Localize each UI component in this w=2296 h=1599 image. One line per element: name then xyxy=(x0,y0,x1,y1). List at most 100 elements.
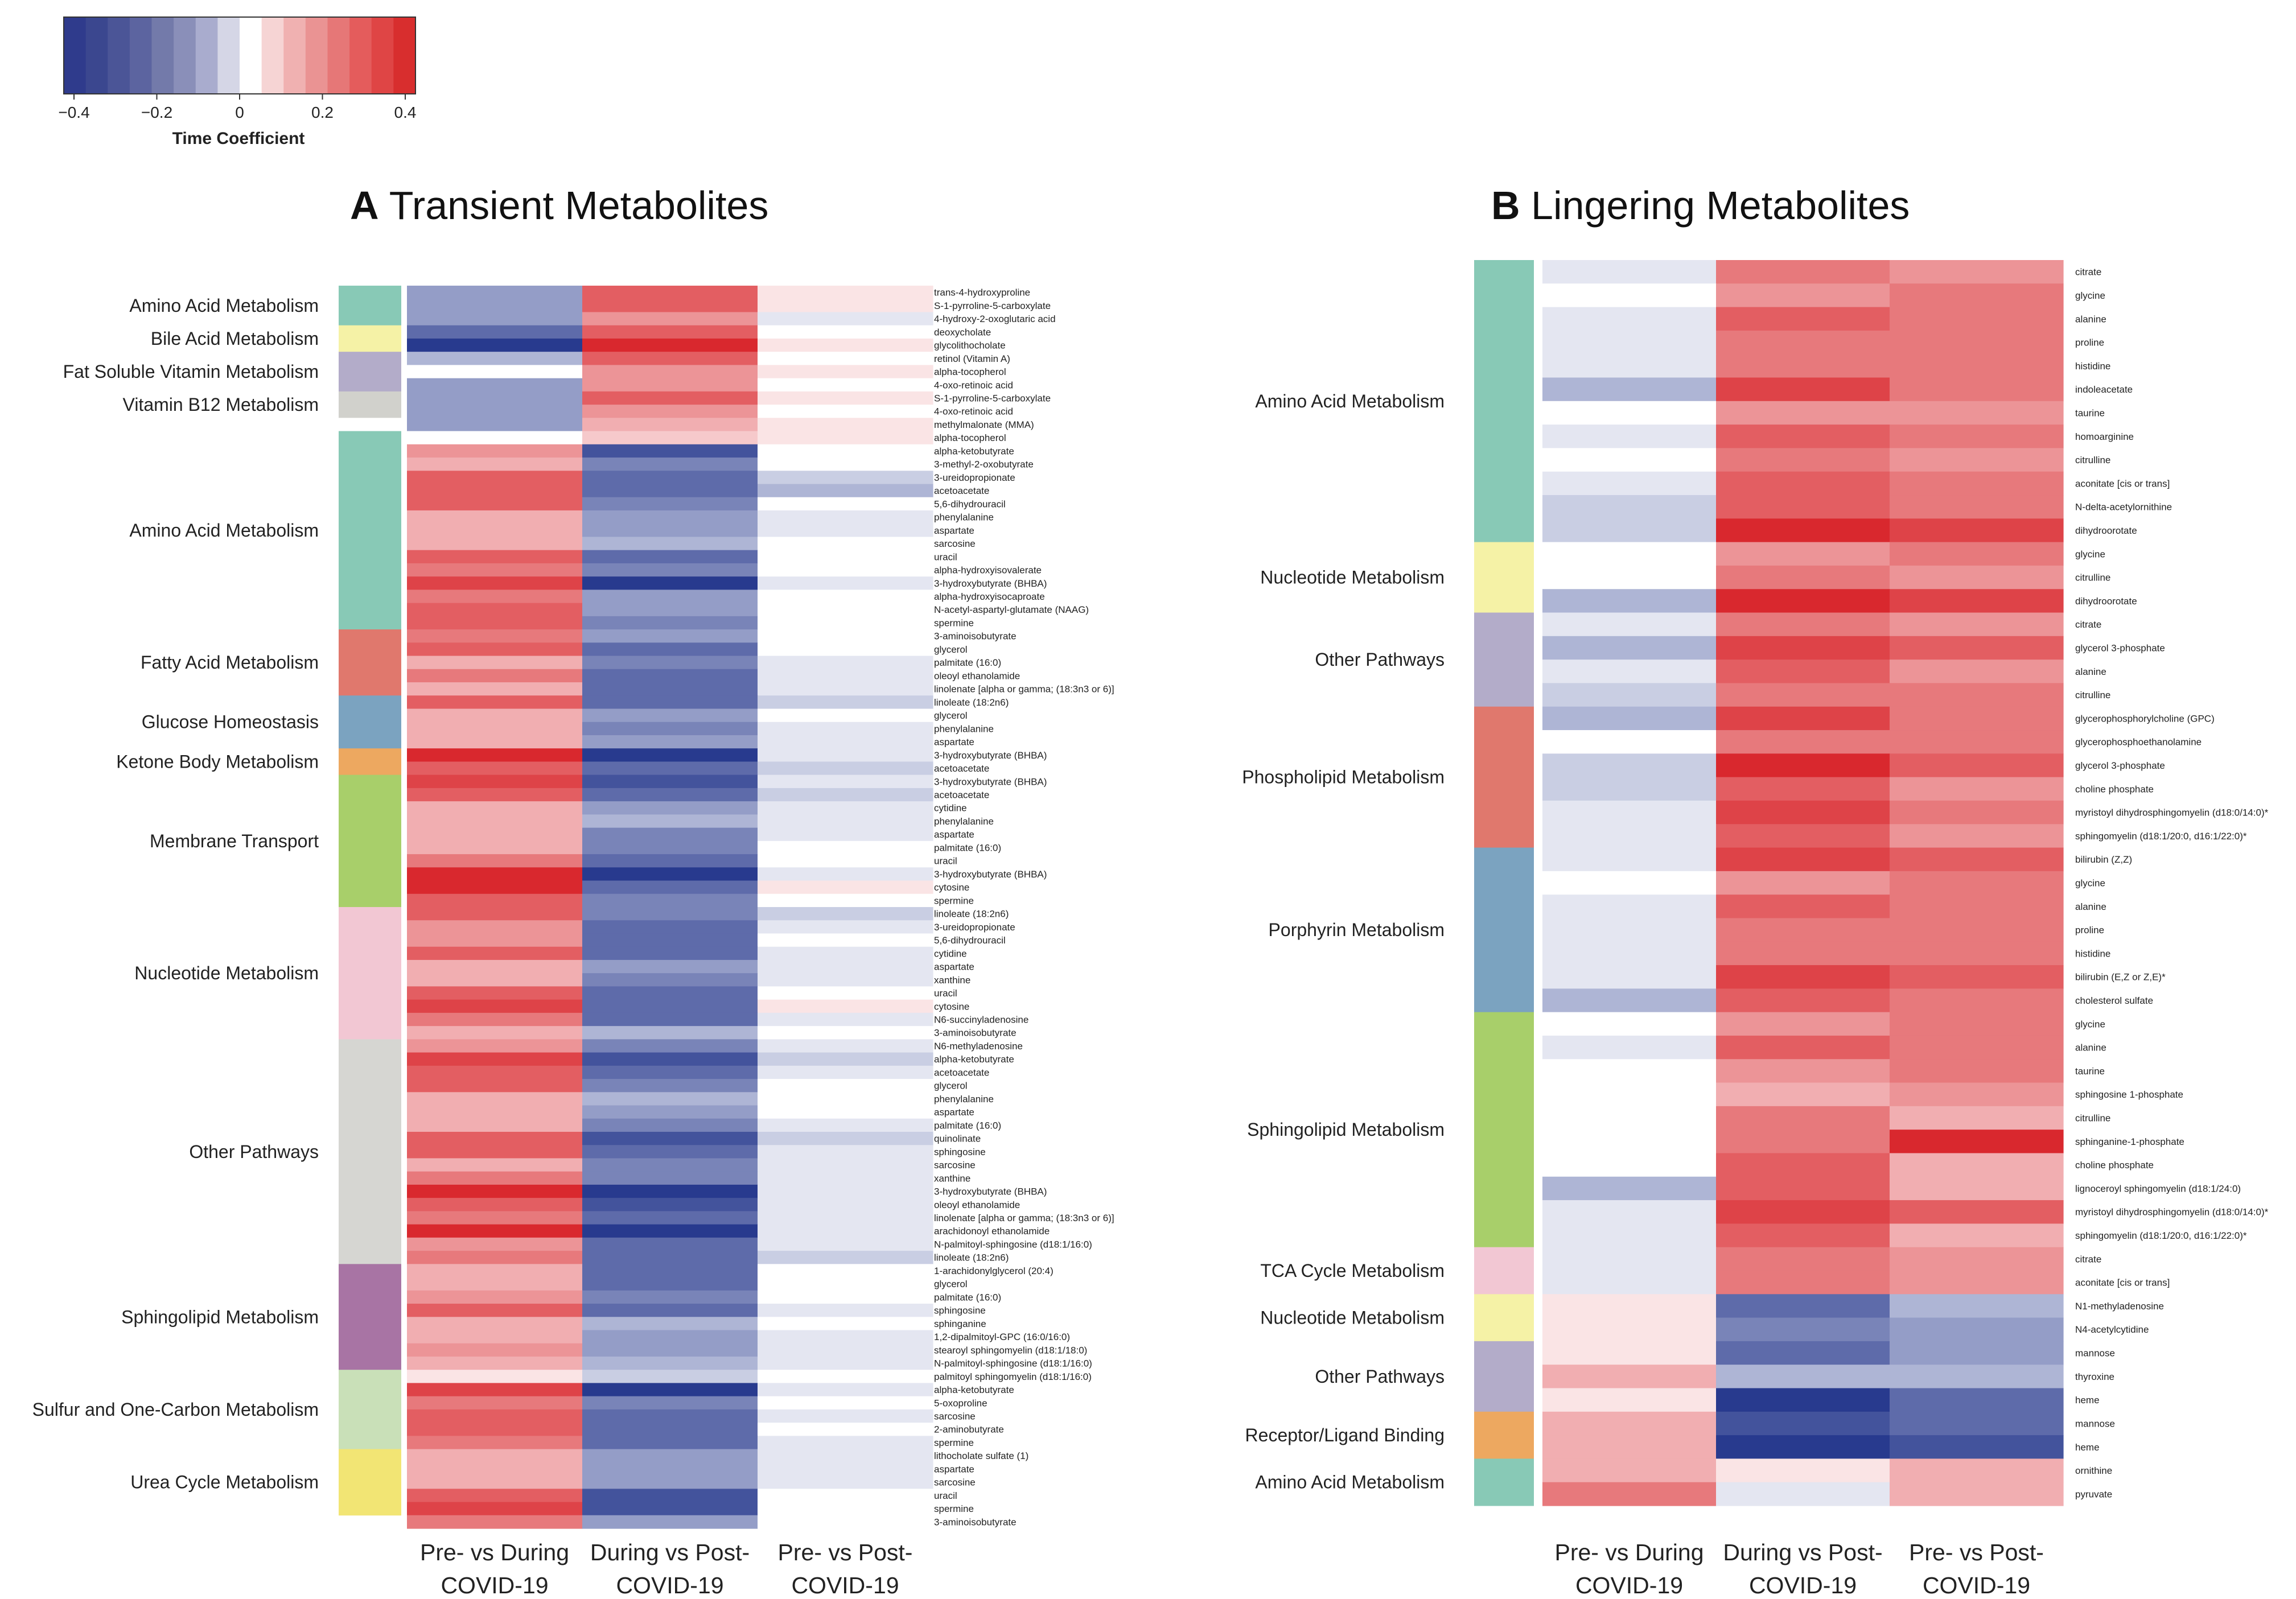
heatmap-cell xyxy=(582,563,758,577)
heatmap-cell xyxy=(758,1012,933,1027)
heatmap-cell xyxy=(407,299,583,313)
heatmap-cell xyxy=(758,405,933,418)
metabolite-label: pyruvate xyxy=(2075,1489,2112,1499)
metabolite-label: sarcosine xyxy=(934,1411,976,1422)
heatmap-cell xyxy=(1716,425,1890,449)
heatmap-cell xyxy=(582,814,758,829)
heatmap-cell xyxy=(582,669,758,683)
heatmap-cell xyxy=(1890,1059,2064,1083)
heatmap-cell xyxy=(1542,1059,1717,1083)
metabolite-label: 5-oxoproline xyxy=(934,1398,987,1408)
metabolite-label: N-acetyl-aspartyl-glutamate (NAAG) xyxy=(934,604,1089,615)
category-color-block xyxy=(339,907,401,1040)
heatmap-cell xyxy=(582,524,758,538)
heatmap-cell xyxy=(1716,354,1890,378)
column-label: Pre- vs During COVID-19 xyxy=(1554,1539,1704,1598)
heatmap-cell xyxy=(582,827,758,842)
metabolite-label: sarcosine xyxy=(934,1477,976,1488)
heatmap-cell xyxy=(582,1370,758,1384)
heatmap-cell xyxy=(758,1237,933,1251)
heatmap-cell xyxy=(758,484,933,498)
metabolite-label: dihydroorotate xyxy=(2075,525,2137,536)
heatmap-cell xyxy=(582,682,758,696)
heatmap-cell xyxy=(1890,1153,2064,1177)
heatmap-cell xyxy=(407,880,583,895)
heatmap-cell xyxy=(1890,1482,2064,1506)
metabolite-label: alanine xyxy=(2075,1042,2106,1053)
heatmap-cell xyxy=(407,365,583,379)
colorbar-swatch xyxy=(305,17,328,94)
metabolite-label: 4-hydroxy-2-oxoglutaric acid xyxy=(934,314,1056,324)
heatmap-cell xyxy=(407,537,583,551)
heatmap-cell xyxy=(582,907,758,921)
heatmap-cell xyxy=(1890,401,2064,425)
heatmap-cell xyxy=(758,431,933,445)
heatmap-cell xyxy=(582,1290,758,1304)
heatmap-cell xyxy=(758,1396,933,1410)
category-label: Bile Acid Metabolism xyxy=(151,328,319,349)
column-label-line: COVID-19 xyxy=(441,1572,548,1598)
heatmap-cell xyxy=(1890,824,2064,848)
metabolite-label: sphingosine xyxy=(934,1147,986,1157)
metabolite-label: sarcosine xyxy=(934,1160,976,1171)
heatmap-cell xyxy=(1890,1106,2064,1130)
heatmap-cell xyxy=(407,1118,583,1132)
heatmap-cell xyxy=(1716,1365,1890,1389)
colorbar-tick-label: −0.4 xyxy=(58,104,89,121)
heatmap-cell xyxy=(1716,307,1890,331)
category-label: Nucleotide Metabolism xyxy=(134,963,319,983)
metabolite-label: 3-aminoisobutyrate xyxy=(934,631,1017,642)
heatmap-cell xyxy=(1716,1176,1890,1201)
heatmap-cell xyxy=(582,722,758,736)
heatmap-cell xyxy=(407,391,583,405)
category-label: Vitamin B12 Metabolism xyxy=(123,394,319,415)
heatmap-cell xyxy=(407,1131,583,1145)
category-label: Urea Cycle Metabolism xyxy=(130,1472,319,1493)
heatmap-cell xyxy=(407,1026,583,1040)
heatmap-cell xyxy=(758,946,933,961)
column-label: Pre- vs Post- COVID-19 xyxy=(778,1539,913,1598)
heatmap-cell xyxy=(1716,1341,1890,1365)
heatmap-cell xyxy=(1542,941,1717,966)
colorbar-swatch xyxy=(151,17,174,94)
panel-title: B Lingering Metabolites xyxy=(1491,183,1910,228)
heatmap-cell xyxy=(582,1171,758,1185)
heatmap-cell xyxy=(1716,871,1890,895)
heatmap-cell xyxy=(758,920,933,934)
heatmap-cell xyxy=(1542,495,1717,519)
heatmap-cell xyxy=(582,893,758,908)
heatmap-cell xyxy=(758,1092,933,1106)
metabolite-label: linoleate (18:2n6) xyxy=(934,1252,1009,1263)
heatmap-cell xyxy=(582,1502,758,1516)
heatmap-cell xyxy=(758,1224,933,1238)
metabolite-label: palmitoyl sphingomyelin (d18:1/16:0) xyxy=(934,1371,1092,1382)
heatmap-cell xyxy=(582,1383,758,1397)
heatmap-cell xyxy=(758,827,933,842)
heatmap-cell xyxy=(758,973,933,987)
metabolite-label: citrulline xyxy=(2075,1113,2110,1124)
heatmap-cell xyxy=(582,1476,758,1489)
heatmap-cell xyxy=(1890,1270,2064,1295)
heatmap-cell xyxy=(758,1065,933,1079)
metabolite-label: 1-arachidonylglycerol (20:4) xyxy=(934,1266,1054,1276)
metabolite-label: aspartate xyxy=(934,829,974,840)
metabolite-label: proline xyxy=(2075,925,2104,936)
category-label: TCA Cycle Metabolism xyxy=(1260,1260,1445,1281)
heatmap-cell xyxy=(407,378,583,392)
heatmap-cell xyxy=(407,1317,583,1331)
colorbar-swatch xyxy=(349,17,372,94)
heatmap-cell xyxy=(1716,495,1890,519)
heatmap-cell xyxy=(407,1356,583,1370)
heatmap-cell xyxy=(758,1462,933,1476)
category-label: Nucleotide Metabolism xyxy=(1260,1308,1445,1328)
heatmap-cell xyxy=(582,973,758,987)
heatmap-cell xyxy=(1890,1341,2064,1365)
heatmap-cell xyxy=(1716,1482,1890,1506)
category-color-block xyxy=(339,352,401,392)
metabolite-label: alanine xyxy=(2075,666,2106,677)
heatmap-cell xyxy=(1542,401,1717,425)
heatmap-cell xyxy=(582,338,758,352)
heatmap-cell xyxy=(1542,283,1717,308)
metabolite-label: palmitate (16:0) xyxy=(934,842,1001,853)
